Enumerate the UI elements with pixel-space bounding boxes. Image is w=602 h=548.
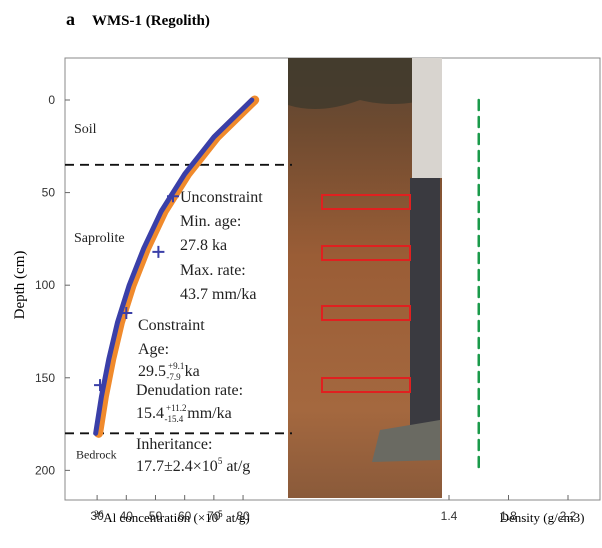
annotation: Denudation rate: xyxy=(136,382,243,399)
x-tick-label: 40 xyxy=(120,509,134,523)
data-point xyxy=(94,379,107,392)
y-tick-label: 150 xyxy=(35,371,55,385)
annotations: Unconstraint Min. age: 27.8 ka Max. rate… xyxy=(136,189,263,475)
x2-tick-label: 1.4 xyxy=(441,509,458,523)
x-axis-label: 26Al concentration (×105 at/g) xyxy=(94,509,249,525)
annotation: Unconstraint xyxy=(180,189,263,206)
y-tick-label: 200 xyxy=(35,463,55,477)
y-tick-label: 100 xyxy=(35,278,55,292)
x-tick-label: 70 xyxy=(207,509,221,523)
annotation: Min. age: xyxy=(180,213,241,230)
x-tick-label: 30 xyxy=(90,509,104,523)
x-tick-label: 50 xyxy=(149,509,163,523)
annotation: Inheritance: xyxy=(136,436,212,453)
annotation: Age: xyxy=(138,341,169,358)
y-tick-label: 50 xyxy=(42,186,56,200)
annotation: 43.7 mm/ka xyxy=(180,286,256,303)
layer-label: Saprolite xyxy=(74,231,125,246)
annotation: Max. rate: xyxy=(180,262,246,279)
panel-letter: a xyxy=(66,9,75,29)
annotation: 29.5 +9.1 -7.9 ka xyxy=(138,361,200,382)
x2-axis-label: Density (g/cm3) xyxy=(500,510,585,525)
annotation: Constraint xyxy=(138,317,205,334)
layer-label: Bedrock xyxy=(76,448,117,462)
annotation: 15.4 +11.2 -15.4 mm/ka xyxy=(136,403,232,424)
data-point xyxy=(166,190,179,203)
layer-label: Soil xyxy=(74,122,97,137)
model-curve xyxy=(93,97,255,436)
data-point xyxy=(120,306,133,319)
chart-title: WMS-1 (Regolith) xyxy=(92,13,210,29)
x-tick-label: 60 xyxy=(178,509,192,523)
annotation: 27.8 ka xyxy=(180,237,227,254)
x2-tick-label: 1.8 xyxy=(500,509,517,523)
photo xyxy=(288,58,442,498)
x2-tick-label: 2.2 xyxy=(560,509,577,523)
x-tick-label: 80 xyxy=(236,509,250,523)
y-axis-label: Depth (cm) xyxy=(12,251,28,320)
y-tick-label: 0 xyxy=(48,93,55,107)
data-point xyxy=(152,245,165,258)
annotation: 17.7±2.4×105 at/g xyxy=(136,456,250,475)
